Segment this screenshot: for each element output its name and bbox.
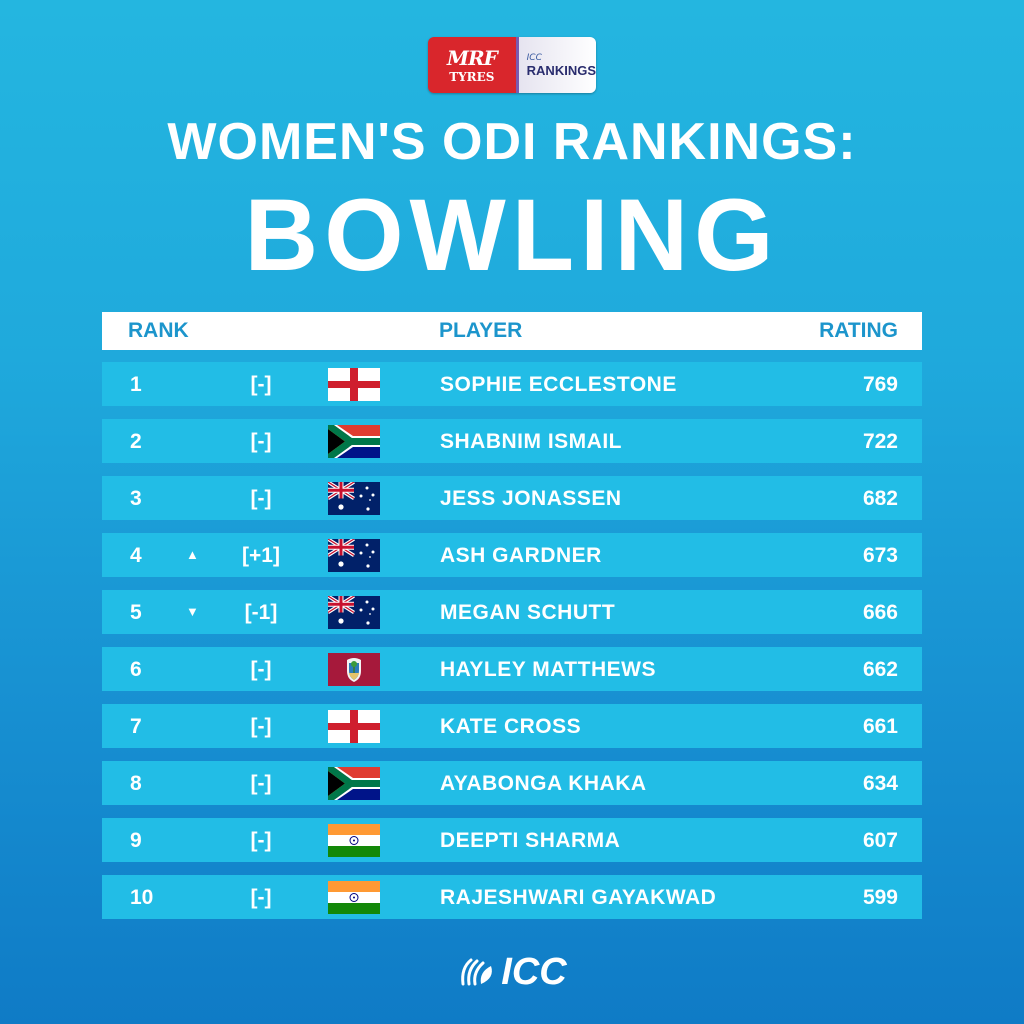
table-row: 10 [-] RAJESHWARI GAYAKWAD 599 xyxy=(102,875,922,919)
row-rating: 607 xyxy=(862,829,898,852)
row-rank-change: [-] xyxy=(250,772,272,795)
icc-small-text: ICC xyxy=(526,52,542,63)
row-rank-change: [-] xyxy=(250,658,272,681)
row-rating: 673 xyxy=(862,544,898,567)
table-row: 9 [-] DEEPTI SHARMA 607 xyxy=(102,818,922,862)
row-rating: 599 xyxy=(862,886,898,909)
icc-ball-icon xyxy=(461,958,493,986)
mrf-icc-rankings-logo: MRF TYRES ICC RANKINGS xyxy=(428,37,596,93)
row-rating: 666 xyxy=(862,601,898,624)
row-rating: 682 xyxy=(862,487,898,510)
row-player-name: SHABNIM ISMAIL xyxy=(440,430,622,453)
up-arrow-icon: ▲ xyxy=(186,547,199,562)
row-player-name: JESS JONASSEN xyxy=(440,487,622,510)
page-subtitle: BOWLING xyxy=(244,178,780,292)
row-rank-change: [+1] xyxy=(242,544,280,567)
rankings-text: RANKINGS xyxy=(526,62,596,78)
icc-text: ICC xyxy=(501,951,567,993)
header-player: PLAYER xyxy=(439,319,523,342)
page-title: WOMEN'S ODI RANKINGS: xyxy=(167,113,857,171)
row-rating: 634 xyxy=(862,772,898,795)
row-player-name: SOPHIE ECCLESTONE xyxy=(440,373,677,396)
south-africa-flag-icon xyxy=(328,425,380,458)
row-rank: 8 xyxy=(130,772,142,795)
mrf-text: MRF xyxy=(446,45,498,70)
row-player-name: AYABONGA KHAKA xyxy=(440,772,647,795)
table-row: 2 [-] SHABNIM ISMAIL 722 xyxy=(102,419,922,463)
row-rank: 3 xyxy=(130,487,142,510)
row-rank: 2 xyxy=(130,430,142,453)
table-row: 3 [-] JESS JONASSEN 682 xyxy=(102,476,922,520)
row-rank: 5 xyxy=(130,601,142,624)
table-row: 1 [-] SOPHIE ECCLESTONE 769 xyxy=(102,362,922,406)
row-rank-change: [-] xyxy=(250,715,272,738)
icc-rankings-logo: ICC RANKINGS xyxy=(515,37,596,93)
india-flag-icon xyxy=(328,824,380,857)
row-rating: 769 xyxy=(862,373,898,396)
row-player-name: HAYLEY MATTHEWS xyxy=(440,658,656,681)
australia-flag-icon xyxy=(328,539,380,572)
row-rank-change: [-] xyxy=(250,487,272,510)
row-rating: 661 xyxy=(862,715,898,738)
row-rank-change: [-] xyxy=(250,430,272,453)
row-player-name: RAJESHWARI GAYAKWAD xyxy=(440,886,717,909)
south-africa-flag-icon xyxy=(328,767,380,800)
down-arrow-icon: ▼ xyxy=(186,604,199,619)
row-rank: 6 xyxy=(130,658,142,681)
row-rank: 9 xyxy=(130,829,142,852)
australia-flag-icon xyxy=(328,596,380,629)
table-row: 4 ▲ [+1] ASH GARDNER 673 xyxy=(102,533,922,577)
row-rank-change: [-] xyxy=(250,886,272,909)
tyres-text: TYRES xyxy=(449,69,495,84)
row-rank: 10 xyxy=(130,886,154,909)
row-rank: 7 xyxy=(130,715,142,738)
australia-flag-icon xyxy=(328,482,380,515)
row-rank-change: [-] xyxy=(250,373,272,396)
row-player-name: MEGAN SCHUTT xyxy=(440,601,616,624)
icc-footer-logo: ICC xyxy=(0,952,1024,992)
row-rank: 4 xyxy=(130,544,142,567)
table-row: 5 ▼ [-1] MEGAN SCHUTT 666 xyxy=(102,590,922,634)
row-player-name: KATE CROSS xyxy=(440,715,582,738)
header-rating: RATING xyxy=(819,319,898,342)
row-player-name: DEEPTI SHARMA xyxy=(440,829,621,852)
mrf-tyres-logo: MRF TYRES xyxy=(428,37,516,93)
row-rating: 662 xyxy=(862,658,898,681)
england-flag-icon xyxy=(328,710,380,743)
row-rank-change: [-1] xyxy=(244,601,278,624)
india-flag-icon xyxy=(328,881,380,914)
table-header: RANK PLAYER RATING xyxy=(102,312,922,350)
row-rank: 1 xyxy=(130,373,142,396)
table-row: 6 [-] HAYLEY MATTHEWS 662 xyxy=(102,647,922,691)
west-indies-flag-icon xyxy=(328,653,380,686)
table-row: 7 [-] KATE CROSS 661 xyxy=(102,704,922,748)
row-rank-change: [-] xyxy=(250,829,272,852)
table-row: 8 [-] AYABONGA KHAKA 634 xyxy=(102,761,922,805)
england-flag-icon xyxy=(328,368,380,401)
row-player-name: ASH GARDNER xyxy=(440,544,602,567)
row-rating: 722 xyxy=(862,430,898,453)
header-rank: RANK xyxy=(128,319,189,342)
